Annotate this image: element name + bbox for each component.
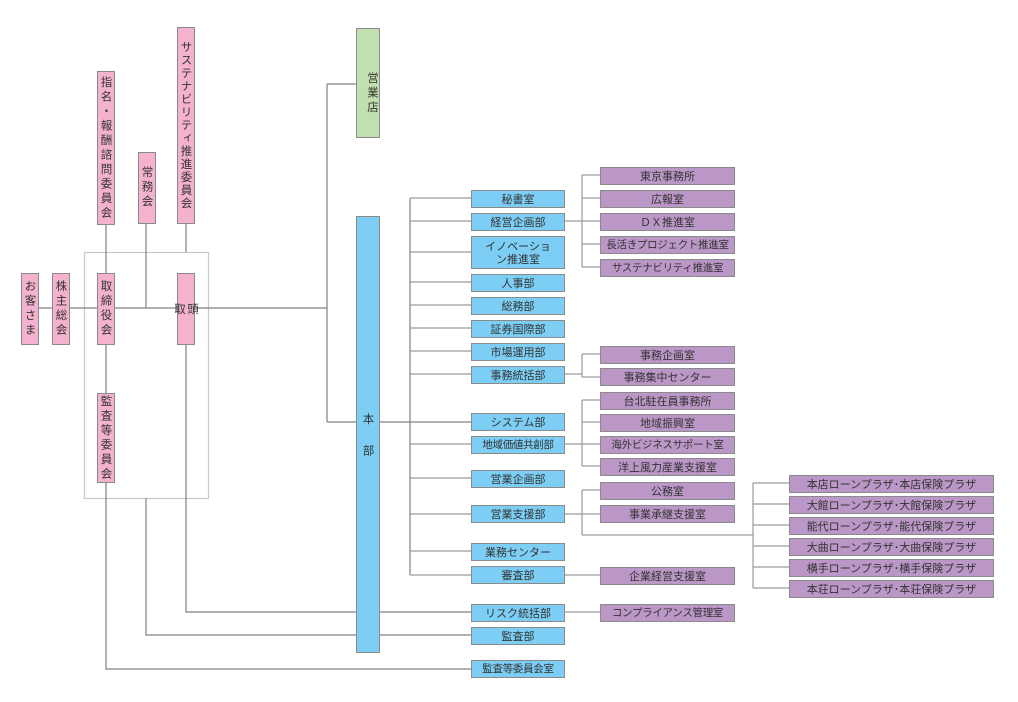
sub-unit-label: 海外ビジネスサポート室 <box>611 438 724 451</box>
plaza-label: 大曲ローンプラザ･大曲保険プラザ <box>806 540 977 554</box>
sub-unit: 公務室 <box>600 482 735 500</box>
customers-label: お客さま <box>23 280 38 338</box>
dept-hr: 人事部 <box>471 274 565 292</box>
sub-unit-label: 広報室 <box>651 192 684 206</box>
sub-unit-label: 長活きプロジェクト推進室 <box>606 238 729 251</box>
dept-label: システム部 <box>490 415 546 429</box>
president-box: 頭取 <box>173 273 200 345</box>
dept-label: イノベーション推進室 <box>485 239 551 266</box>
dept-credit: 審査部 <box>471 566 565 584</box>
sub-unit: ＤＸ推進室 <box>600 213 735 231</box>
dept-label: 市場運用部 <box>490 345 546 359</box>
sustainability-committee-box: サステナビリティ推進委員会 <box>177 27 195 224</box>
sub-unit: 洋上風力産業支援室 <box>600 458 735 476</box>
customers-box: お客さま <box>21 273 39 345</box>
sub-unit: 事業承継支援室 <box>600 505 735 523</box>
branches-label: 営業店 <box>366 72 380 116</box>
dept-label: 経営企画部 <box>490 215 546 229</box>
plaza-box: 本店ローンプラザ･本店保険プラザ <box>789 475 994 493</box>
sub-unit-label: 東京事務所 <box>640 169 695 183</box>
dept-audit: 監査部 <box>471 627 565 645</box>
sub-unit-label: サステナビリティ推進室 <box>611 261 724 274</box>
managing-committee-label: 常務会 <box>140 166 155 210</box>
dept-business-center: 業務センター <box>471 543 565 561</box>
sub-unit: 企業経営支援室 <box>600 567 735 585</box>
plaza-label: 大館ローンプラザ･大館保険プラザ <box>806 498 977 512</box>
shareholders-meeting-box: 株主総会 <box>52 273 70 345</box>
president-label: 頭取 <box>173 303 200 345</box>
dept-sales-planning: 営業企画部 <box>471 470 565 488</box>
dept-innovation: イノベーション推進室 <box>471 236 565 269</box>
dept-corporate-planning: 経営企画部 <box>471 213 565 231</box>
sub-unit: コンプライアンス管理室 <box>600 604 735 622</box>
dept-label: 監査等委員会室 <box>482 662 554 675</box>
sub-unit: 東京事務所 <box>600 167 735 185</box>
sub-unit-label: 地域振興室 <box>640 416 695 430</box>
dept-systems: システム部 <box>471 413 565 431</box>
sub-unit-label: 事務集中センター <box>623 370 712 384</box>
board-label: 取締役会 <box>99 280 114 338</box>
plaza-box: 大館ローンプラザ･大館保険プラザ <box>789 496 994 514</box>
headquarters-label: 本部 <box>361 413 376 476</box>
sub-unit: 地域振興室 <box>600 414 735 432</box>
dept-label: 営業企画部 <box>490 472 546 486</box>
headquarters-box: 本部 <box>356 216 380 653</box>
sub-unit-label: 企業経営支援室 <box>629 569 706 583</box>
audit-committee-label: 監査等委員会 <box>99 394 114 482</box>
dept-general-affairs: 総務部 <box>471 297 565 315</box>
dept-label: 事務統括部 <box>490 368 546 382</box>
sub-unit: 台北駐在員事務所 <box>600 392 735 410</box>
sub-unit: 長活きプロジェクト推進室 <box>600 236 735 254</box>
dept-label: 証券国際部 <box>490 322 546 336</box>
sub-unit-label: 台北駐在員事務所 <box>623 394 712 408</box>
board-box: 取締役会 <box>97 273 115 345</box>
sustainability-committee-label: サステナビリティ推進委員会 <box>179 41 194 210</box>
plaza-label: 本店ローンプラザ･本店保険プラザ <box>806 477 977 491</box>
sub-unit: サステナビリティ推進室 <box>600 259 735 277</box>
sub-unit-label: ＤＸ推進室 <box>640 215 695 229</box>
dept-label: 審査部 <box>501 568 535 582</box>
plaza-box: 大曲ローンプラザ･大曲保険プラザ <box>789 538 994 556</box>
dept-operations: 事務統括部 <box>471 366 565 384</box>
dept-risk: リスク統括部 <box>471 604 565 622</box>
sub-unit: 海外ビジネスサポート室 <box>600 436 735 454</box>
dept-label: 秘書室 <box>501 192 535 206</box>
plaza-box: 能代ローンプラザ･能代保険プラザ <box>789 517 994 535</box>
sub-unit: 事務企画室 <box>600 346 735 364</box>
plaza-label: 本荘ローンプラザ･本荘保険プラザ <box>806 582 977 596</box>
plaza-box: 本荘ローンプラザ･本荘保険プラザ <box>789 580 994 598</box>
sub-unit-label: 事業承継支援室 <box>629 507 706 521</box>
sub-unit-label: 公務室 <box>651 484 684 498</box>
dept-label: 監査部 <box>501 629 535 643</box>
dept-sales-support: 営業支援部 <box>471 505 565 523</box>
dept-secretariat: 秘書室 <box>471 190 565 208</box>
audit-committee-box: 監査等委員会 <box>97 393 115 483</box>
shareholders-meeting-label: 株主総会 <box>54 280 69 338</box>
dept-label: 総務部 <box>501 299 535 313</box>
dept-label: 人事部 <box>501 276 535 290</box>
plaza-label: 能代ローンプラザ･能代保険プラザ <box>806 519 977 533</box>
nomination-committee-label: 指名・報酬諮問委員会 <box>99 75 114 221</box>
plaza-label: 横手ローンプラザ･横手保険プラザ <box>806 561 977 575</box>
dept-label: リスク統括部 <box>485 606 551 620</box>
sub-unit-label: 洋上風力産業支援室 <box>618 460 717 474</box>
sub-unit: 広報室 <box>600 190 735 208</box>
dept-market: 市場運用部 <box>471 343 565 361</box>
managing-committee-box: 常務会 <box>138 152 156 224</box>
dept-label: 地域価値共創部 <box>482 438 554 451</box>
dept-audit-committee-office: 監査等委員会室 <box>471 660 565 678</box>
dept-label: 営業支援部 <box>490 507 546 521</box>
plaza-box: 横手ローンプラザ･横手保険プラザ <box>789 559 994 577</box>
branches-box: 営業店 <box>356 28 380 138</box>
dept-label: 業務センター <box>485 545 551 559</box>
sub-unit: 事務集中センター <box>600 368 735 386</box>
sub-unit-label: コンプライアンス管理室 <box>611 606 724 619</box>
nomination-committee-box: 指名・報酬諮問委員会 <box>97 71 115 225</box>
sub-unit-label: 事務企画室 <box>640 348 695 362</box>
dept-regional-value: 地域価値共創部 <box>471 436 565 454</box>
dept-securities-intl: 証券国際部 <box>471 320 565 338</box>
